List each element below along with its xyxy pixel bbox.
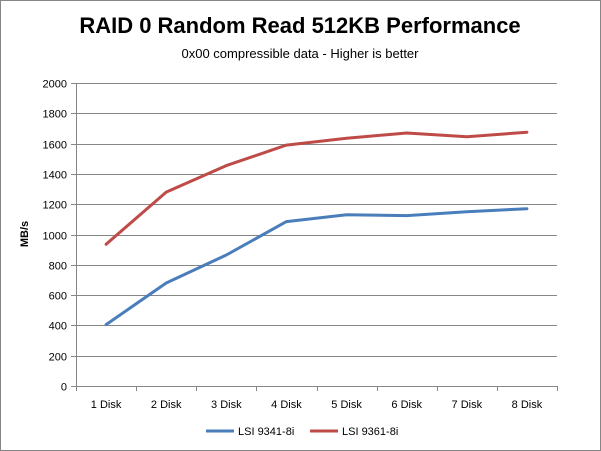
x-tick-label: 5 Disk [331,399,362,411]
x-tick-label: 1 Disk [91,399,122,411]
y-tick-label: 1200 [43,200,67,212]
y-tick-label: 800 [49,261,67,273]
y-tick-label: 0 [61,382,67,394]
x-tick-label: 7 Disk [452,399,483,411]
series-line-1 [104,207,529,327]
y-tick-label: 200 [49,352,67,364]
x-tick-label: 2 Disk [151,399,182,411]
x-tick-label: 4 Disk [271,399,302,411]
chart-subtitle: 0x00 compressible data - Higher is bette… [181,46,419,61]
x-tick-label: 3 Disk [211,399,242,411]
y-tick-label: 400 [49,321,67,333]
legend: LSI 9341-8i LSI 9361-8i [206,426,398,438]
y-tick-label: 1000 [43,231,67,243]
legend-label: LSI 9361-8i [342,426,398,438]
gridlines [76,83,557,357]
y-tick-label: 600 [49,291,67,303]
y-tick-label: 2000 [43,79,67,91]
y-tick-label: 1400 [43,170,67,182]
series-line-2 [104,130,529,246]
y-tick-label: 1600 [43,140,67,152]
y-axis-label: MB/s [19,221,31,247]
y-tick-label: 1800 [43,109,67,121]
x-tick-label: 6 Disk [391,399,422,411]
series [104,130,529,327]
axes: 0 200 400 600 800 1000 1200 1400 1600 1800 2000 1 D… [43,79,558,411]
x-tick-label: 8 Disk [512,399,543,411]
legend-label: LSI 9341-8i [238,426,294,438]
chart-title: RAID 0 Random Read 512KB Performance [79,13,520,38]
